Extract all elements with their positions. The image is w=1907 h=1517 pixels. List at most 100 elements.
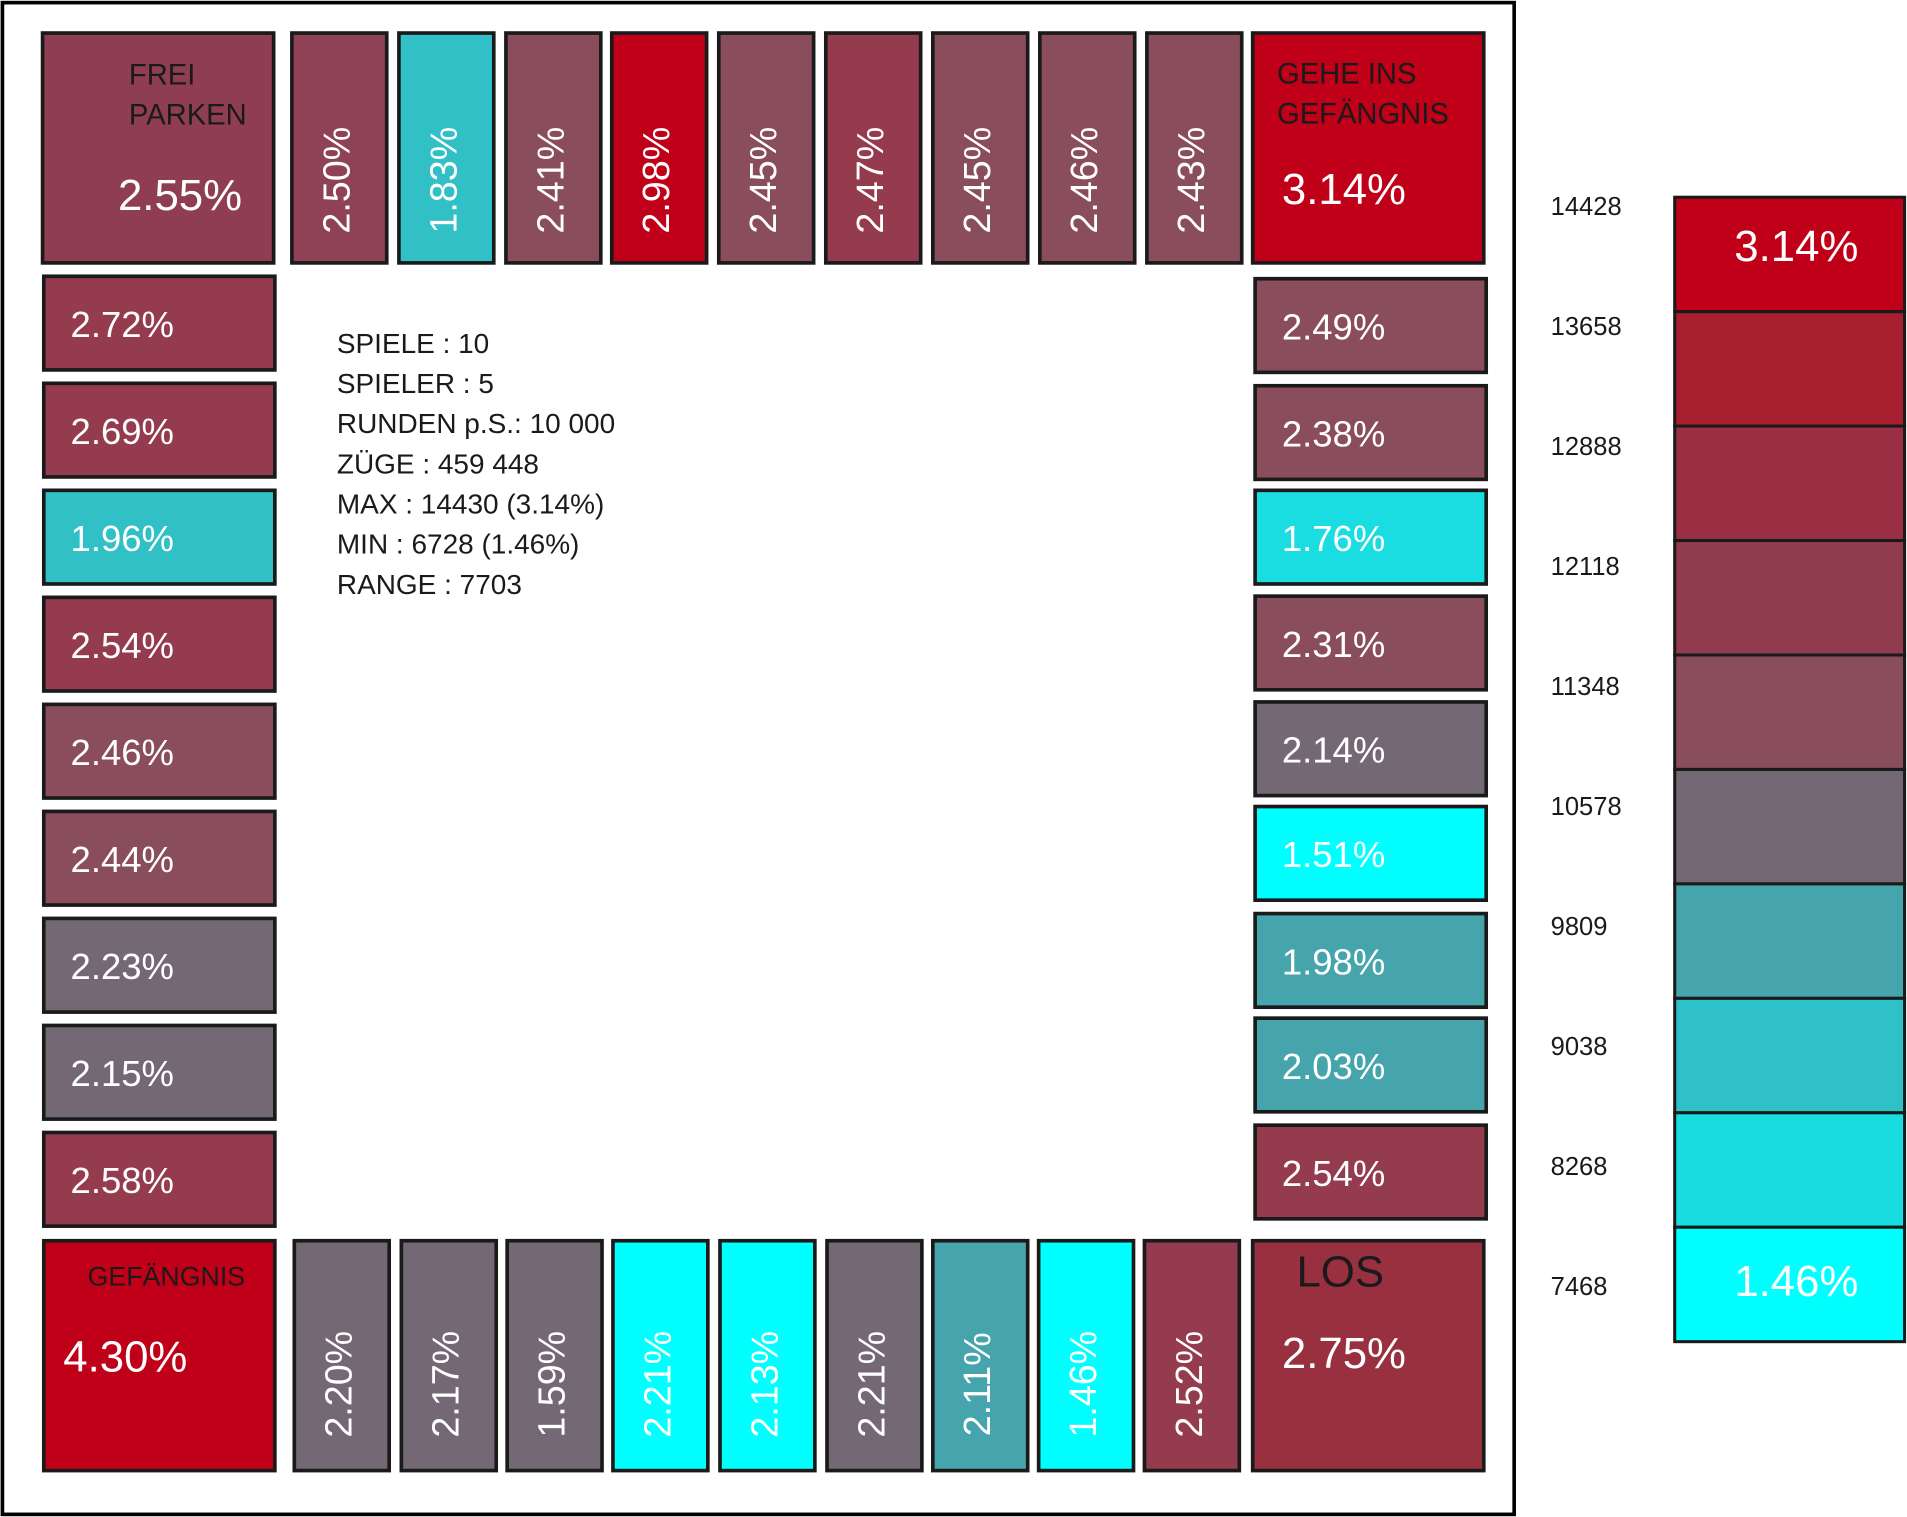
legend-swatch xyxy=(1673,1225,1907,1344)
corner-label: FREI xyxy=(129,60,195,92)
cell-value: 1.98% xyxy=(1282,941,1385,982)
cell xyxy=(41,916,277,1014)
stat-line: SPIELER : 5 xyxy=(337,368,494,399)
cell xyxy=(1036,1238,1136,1473)
legend-swatch xyxy=(1673,539,1907,657)
cell xyxy=(823,31,923,265)
stat-line: RANGE : 7703 xyxy=(337,569,522,600)
legend-swatch xyxy=(1673,996,1907,1115)
legend-tick-label: 13658 xyxy=(1551,313,1622,341)
cell xyxy=(931,31,1030,265)
cell xyxy=(931,1238,1030,1473)
legend-tick-label: 11348 xyxy=(1551,673,1620,701)
cell xyxy=(290,31,389,265)
cell-value: 2.46% xyxy=(71,732,174,773)
cell xyxy=(292,1238,392,1473)
corner-value: 2.55% xyxy=(118,171,242,220)
cell xyxy=(505,1238,604,1473)
cell-value: 1.59% xyxy=(531,1331,573,1438)
cell-value: 2.21% xyxy=(850,1331,892,1438)
cell-value: 2.43% xyxy=(1170,127,1212,234)
stat-line: MAX : 14430 (3.14%) xyxy=(337,489,604,520)
cell xyxy=(41,595,277,693)
cell xyxy=(1250,1238,1486,1473)
cell-value: 2.20% xyxy=(318,1331,360,1438)
cell-value: 2.47% xyxy=(849,127,891,234)
cell xyxy=(41,1023,277,1121)
cell-value: 2.31% xyxy=(1282,624,1385,665)
corner-label: PARKEN xyxy=(129,100,247,132)
cell xyxy=(1253,911,1489,1010)
stat-line: RUNDEN p.S.: 10 000 xyxy=(337,408,615,439)
cell-value: 2.21% xyxy=(636,1331,678,1438)
stat-line: ZÜGE : 459 448 xyxy=(337,448,539,479)
cell xyxy=(41,381,277,479)
cell-value: 2.13% xyxy=(743,1331,785,1438)
cell xyxy=(41,1130,277,1228)
cell-value: 2.49% xyxy=(1282,306,1385,347)
corner-value: 2.75% xyxy=(1282,1329,1406,1378)
legend-tick-label: 10578 xyxy=(1551,793,1622,821)
cell-value: 2.44% xyxy=(71,839,174,880)
cell xyxy=(40,31,276,265)
legend-swatch xyxy=(1673,1111,1907,1229)
cell-value: 2.50% xyxy=(315,127,357,234)
stat-line: SPIELE : 10 xyxy=(337,328,489,359)
cell xyxy=(1253,594,1489,692)
cell xyxy=(1250,31,1486,265)
cell xyxy=(1038,31,1137,265)
legend-swatch xyxy=(1673,653,1907,771)
cell xyxy=(1253,804,1489,903)
cell-value: 2.41% xyxy=(529,127,571,234)
legend-swatch xyxy=(1673,767,1907,886)
legend-tick-label: 9038 xyxy=(1551,1033,1608,1061)
cell xyxy=(1253,1123,1489,1221)
cell-value: 2.15% xyxy=(71,1053,174,1094)
legend-min-label: 1.46% xyxy=(1734,1257,1858,1306)
cell xyxy=(41,702,277,800)
cell xyxy=(41,274,277,372)
cell-value: 2.54% xyxy=(1282,1153,1385,1194)
stat-line: MIN : 6728 (1.46%) xyxy=(337,529,580,560)
legend-tick-label: 12888 xyxy=(1551,433,1622,461)
cell-value: 1.83% xyxy=(422,127,464,234)
cell xyxy=(1142,1238,1242,1473)
cell xyxy=(1253,700,1489,798)
corner-label: GEHE INS xyxy=(1277,58,1416,90)
cell xyxy=(1253,276,1489,375)
legend-swatch xyxy=(1673,195,1907,314)
cell xyxy=(399,1238,499,1473)
cell-value: 1.96% xyxy=(71,518,174,559)
legend-swatch xyxy=(1673,424,1907,543)
cell-value: 2.69% xyxy=(71,411,174,452)
legend-swatch xyxy=(1673,310,1907,428)
board-border xyxy=(0,0,1516,1517)
cell-value: 2.54% xyxy=(71,625,174,666)
cell xyxy=(609,31,709,265)
cell-value: 2.14% xyxy=(1282,730,1385,771)
cell-value: 2.23% xyxy=(71,946,174,987)
cell xyxy=(718,1238,817,1473)
cell xyxy=(397,31,496,265)
cell xyxy=(1253,383,1489,482)
cell-value: 2.45% xyxy=(742,127,784,234)
cell-value: 2.52% xyxy=(1168,1331,1210,1438)
cell xyxy=(716,31,816,265)
cell-value: 2.46% xyxy=(1063,127,1105,234)
corner-value: 4.30% xyxy=(63,1332,187,1381)
cell xyxy=(1253,1016,1489,1114)
legend-max-label: 3.14% xyxy=(1734,222,1858,271)
cell xyxy=(611,1238,710,1473)
cell-value: 2.72% xyxy=(71,304,174,345)
cell-value: 2.58% xyxy=(71,1160,174,1201)
legend-tick-label: 8268 xyxy=(1551,1153,1608,1181)
legend-tick-label: 14428 xyxy=(1551,193,1622,221)
cell xyxy=(41,488,277,586)
cell xyxy=(1145,31,1244,265)
legend-swatch xyxy=(1673,882,1907,1000)
legend-tick-label: 9809 xyxy=(1551,913,1608,941)
cell-value: 1.51% xyxy=(1282,834,1385,875)
legend-tick-label: 7468 xyxy=(1551,1273,1608,1301)
cell-value: 2.03% xyxy=(1282,1046,1385,1087)
cell xyxy=(504,31,603,265)
